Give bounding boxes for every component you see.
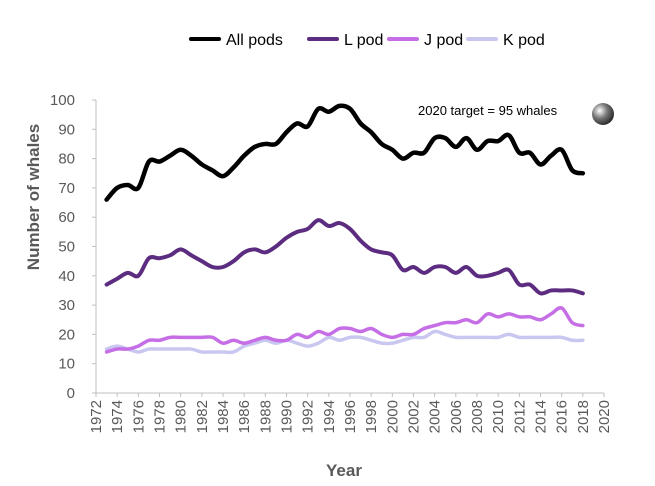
x-tick-label: 1982	[194, 400, 211, 433]
y-tick-label: 70	[58, 180, 75, 197]
x-tick-label: 2012	[511, 400, 528, 433]
series-line-k-pod	[104, 329, 585, 355]
y-tick-labels: 0 10 20 30 40 50 60 70 80 90 100	[50, 92, 96, 402]
y-tick-label: 30	[58, 297, 75, 314]
x-tick-label: 1994	[321, 400, 338, 433]
x-tick-label: 2002	[406, 400, 423, 433]
x-tick-label: 2014	[533, 400, 550, 433]
target-marker-icon	[592, 103, 614, 125]
x-tick-label: 1978	[152, 400, 169, 433]
x-tick-label: 2020	[596, 400, 613, 433]
x-axis-title: Year	[326, 461, 362, 480]
y-tick-label: 10	[58, 356, 75, 373]
y-tick-label: 60	[58, 209, 75, 226]
y-tick-label: 100	[50, 92, 75, 109]
legend-label-all-pods: All pods	[226, 32, 283, 49]
x-tick-label: 2018	[575, 400, 592, 433]
x-tick-label: 2006	[448, 400, 465, 433]
y-tick-label: 20	[58, 326, 75, 343]
x-tick-label: 2008	[469, 400, 486, 433]
x-tick-label: 1980	[173, 400, 190, 433]
y-tick-label: 80	[58, 151, 75, 168]
x-tick-label: 1998	[363, 400, 380, 433]
x-tick-label: 1986	[236, 400, 253, 433]
x-tick-label: 1990	[279, 400, 296, 433]
legend-label-j-pod: J pod	[424, 32, 463, 49]
y-tick-label: 90	[58, 121, 75, 138]
y-axis-title: Number of whales	[24, 124, 43, 270]
x-tick-label: 1992	[300, 400, 317, 433]
y-tick-label: 50	[58, 239, 75, 256]
series-line-l-pod	[104, 218, 585, 296]
series-line-j-pod	[104, 306, 585, 354]
x-tick-label: 2010	[490, 400, 507, 433]
series-lines	[104, 103, 586, 355]
x-tick-label: 1996	[342, 400, 359, 433]
series-line-all-pods	[104, 103, 586, 202]
x-tick-label: 1974	[109, 400, 126, 433]
x-tick-labels: 1972 1974 1976 1978 1980 1982 1984 1986 1988 1990…	[88, 393, 613, 433]
legend-label-k-pod: K pod	[503, 32, 545, 49]
x-tick-label: 2000	[384, 400, 401, 433]
x-tick-label: 1976	[130, 400, 147, 433]
x-tick-label: 1988	[257, 400, 274, 433]
legend: All pods L pod J pod K pod	[189, 32, 545, 49]
target-annotation: 2020 target = 95 whales	[418, 103, 558, 118]
x-tick-label: 1972	[88, 400, 105, 433]
x-tick-label: 2016	[554, 400, 571, 433]
legend-label-l-pod: L pod	[344, 32, 383, 49]
y-tick-label: 40	[58, 268, 75, 285]
x-tick-label: 1984	[215, 400, 232, 433]
x-tick-label: 2004	[427, 400, 444, 433]
y-tick-label: 0	[67, 385, 75, 402]
